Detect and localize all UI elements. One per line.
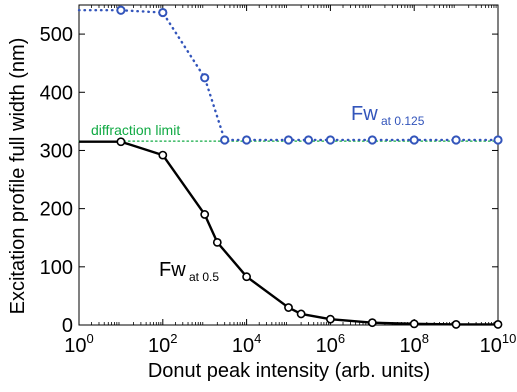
- series-fw-05-point: [451, 320, 461, 329]
- series-label-fw-05-main: Fw: [159, 259, 186, 281]
- x-tick-exponent: 2: [170, 331, 177, 346]
- x-tick-base: 10: [399, 335, 421, 357]
- x-tick-label: 102: [148, 331, 177, 357]
- x-tick-exponent: 6: [338, 331, 345, 346]
- series-fw-05-point: [158, 150, 168, 160]
- x-tick-exponent: 4: [254, 331, 261, 346]
- x-axis-label: Donut peak intensity (arb. units): [148, 360, 430, 382]
- series-fw-05-point: [242, 272, 251, 282]
- series-label-fw-05: Fw at 0.5: [159, 259, 219, 284]
- series-fw-05-point: [284, 303, 293, 312]
- series-fw-05-point: [493, 320, 503, 329]
- x-tick-label: 108: [399, 331, 428, 357]
- x-tick-base: 10: [232, 335, 254, 357]
- series-fw-0125-point: [325, 135, 335, 145]
- series-fw-05-point: [116, 137, 126, 147]
- series-fw-0125-point: [116, 5, 126, 15]
- series-fw-0125-point: [220, 135, 230, 145]
- y-tick-label: 400: [40, 82, 73, 104]
- series-fw-05-point: [409, 319, 419, 329]
- y-tick-label: 300: [40, 140, 73, 162]
- series-fw-0125-point: [242, 135, 252, 145]
- series-fw-05-point: [367, 318, 377, 328]
- diffraction-limit-label: diffraction limit: [91, 122, 180, 138]
- y-tick-label: 200: [40, 199, 73, 221]
- series-fw-0125-point: [409, 135, 419, 145]
- x-tick-label: 1010: [480, 331, 517, 357]
- x-tick-label: 104: [232, 331, 261, 357]
- series-label-fw-0125: Fw at 0.125: [351, 103, 425, 128]
- y-tick-label: 0: [62, 315, 73, 337]
- x-tick-base: 10: [480, 335, 502, 357]
- series-label-fw-0125-sub: at 0.125: [378, 114, 425, 128]
- series-fw-0125-point: [367, 135, 377, 145]
- series-fw-0125-point: [451, 135, 461, 145]
- x-tick-label: 106: [316, 331, 345, 357]
- series-fw-0125-point: [493, 135, 503, 145]
- x-tick-exponent: 10: [502, 331, 516, 346]
- series-fw-0125-point: [200, 73, 210, 83]
- x-tick-exponent: 8: [422, 331, 429, 346]
- series-fw-0125-point: [158, 7, 168, 18]
- series-fw-05-point: [296, 309, 306, 319]
- plot-layer: 100 102 104 106 108 10100100200300400500diffr…: [40, 4, 517, 357]
- series-fw-05-line: [120, 140, 498, 326]
- x-tick-base: 10: [148, 335, 170, 357]
- series-fw-05-point: [325, 314, 335, 324]
- series-label-fw-0125-main: Fw: [351, 103, 378, 125]
- series-fw-0125-point: [303, 135, 314, 145]
- y-axis-label: Excitation profile full width (nm): [7, 38, 29, 315]
- series-fw-0125-point: [283, 135, 294, 145]
- series-label-fw-05-sub: at 0.5: [186, 270, 220, 284]
- y-tick-label: 500: [40, 24, 73, 46]
- x-tick-base: 10: [64, 335, 86, 357]
- series-fw-0125-line: [119, 9, 500, 142]
- series-fw-05-point: [212, 237, 222, 247]
- x-tick-exponent: 0: [87, 331, 94, 346]
- plot-frame: [78, 4, 499, 326]
- x-tick-label: 100: [64, 331, 93, 357]
- series-fw-05-point: [200, 210, 210, 219]
- y-tick-label: 100: [40, 257, 73, 279]
- x-tick-base: 10: [316, 335, 338, 357]
